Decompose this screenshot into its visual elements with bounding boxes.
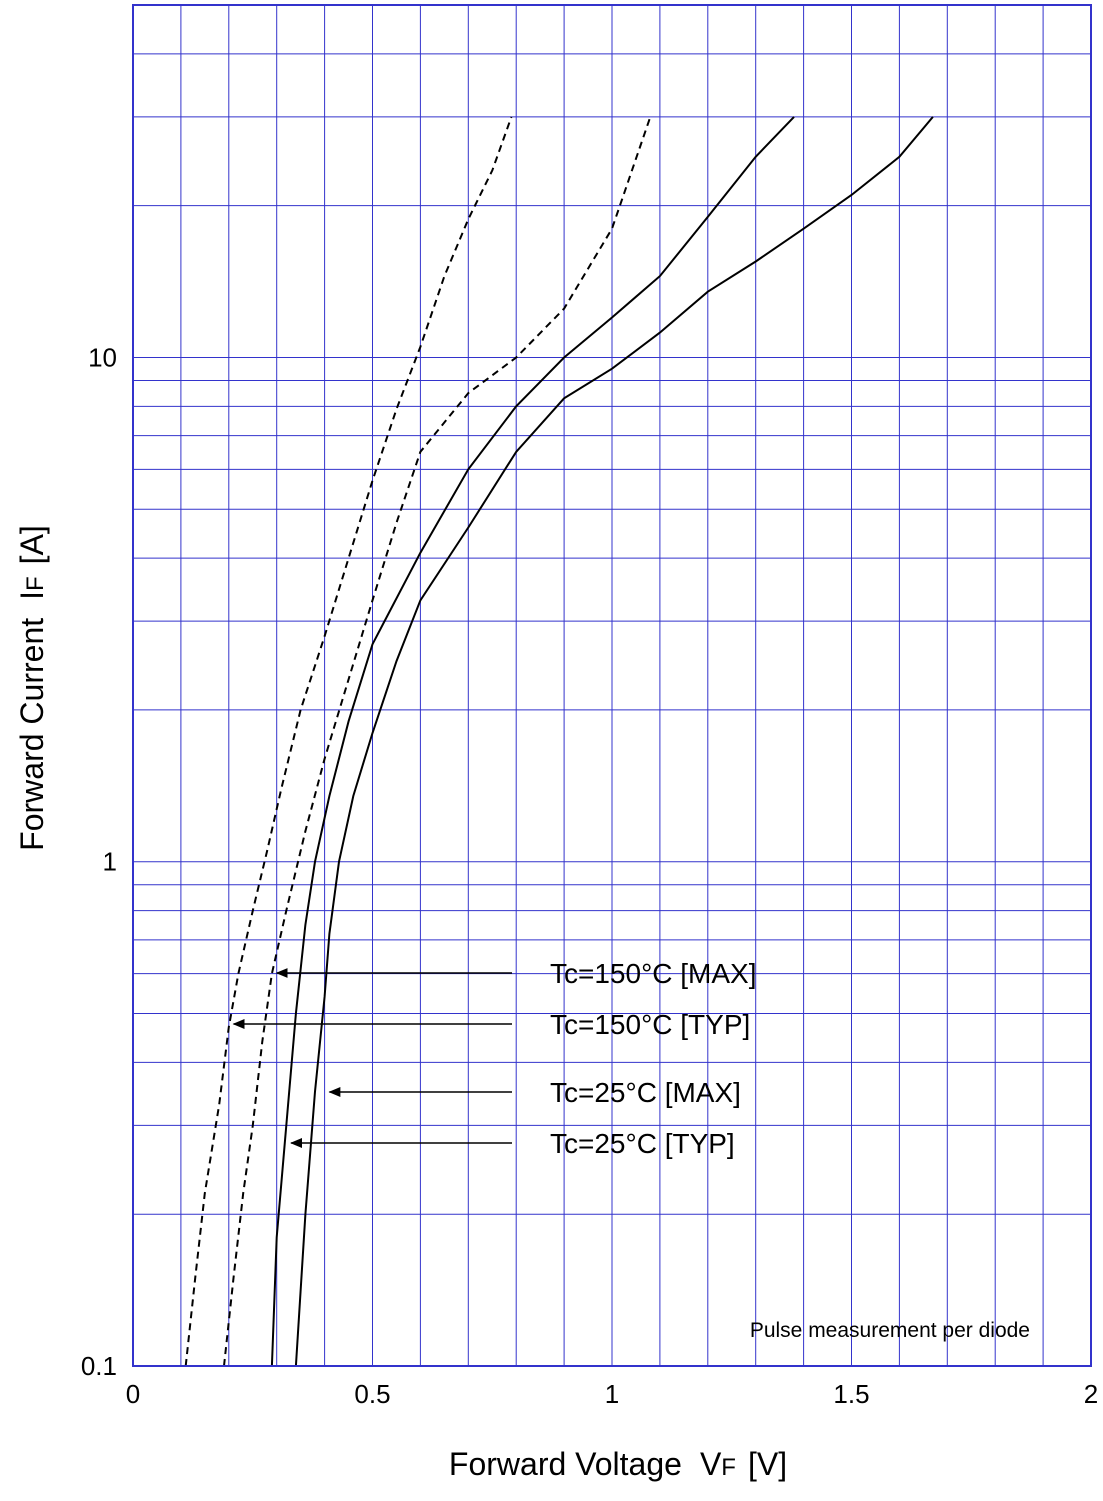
x-axis-title: Forward Voltage VF [V] [449, 1446, 787, 1482]
x-tick-labels: 0 0.5 1 1.5 2 [126, 1379, 1098, 1409]
annotation-label: Tc=150°C [TYP] [550, 1009, 750, 1040]
y-axis-title-main: Forward Current [14, 618, 50, 851]
x-axis-title-sub: F [721, 1454, 736, 1481]
annotation-label: Tc=25°C [TYP] [550, 1128, 735, 1159]
annotation-label: Tc=25°C [MAX] [550, 1077, 741, 1108]
plot-frame [132, 4, 1092, 1367]
x-tick-label: 0.5 [354, 1379, 390, 1409]
x-tick-label: 2 [1084, 1379, 1098, 1409]
y-tick-label: 10 [88, 342, 117, 372]
x-axis-title-unit: [V] [748, 1446, 787, 1482]
chart-grid [133, 5, 1091, 1366]
series-line-3 [294, 116, 934, 1367]
series-line-2 [223, 116, 652, 1367]
y-tick-labels: 0.1 1 10 [81, 342, 117, 1381]
x-tick-label: 1.5 [833, 1379, 869, 1409]
x-tick-label: 0 [126, 1379, 140, 1409]
x-tick-label: 1 [605, 1379, 619, 1409]
x-axis-title-var: V [700, 1446, 722, 1482]
y-axis-title-unit: [A] [14, 525, 50, 564]
pulse-note: Pulse measurement per diode [750, 1319, 1030, 1342]
series-line-1 [184, 116, 513, 1367]
annotation-label: Tc=150°C [MAX] [550, 958, 757, 989]
x-axis-title-main: Forward Voltage [449, 1446, 682, 1482]
chart-curves [184, 116, 934, 1367]
y-tick-label: 1 [103, 847, 117, 877]
chart-annotations: Tc=150°C [MAX] Tc=150°C [TYP] Tc=25°C [MAX… [232, 958, 757, 1159]
y-axis-title-sub: F [22, 576, 49, 591]
y-tick-label: 0.1 [81, 1351, 117, 1381]
series-line-4 [270, 116, 795, 1367]
y-axis-title: Forward Current IF [A] [14, 525, 50, 851]
y-axis-title-var: I [14, 591, 50, 600]
